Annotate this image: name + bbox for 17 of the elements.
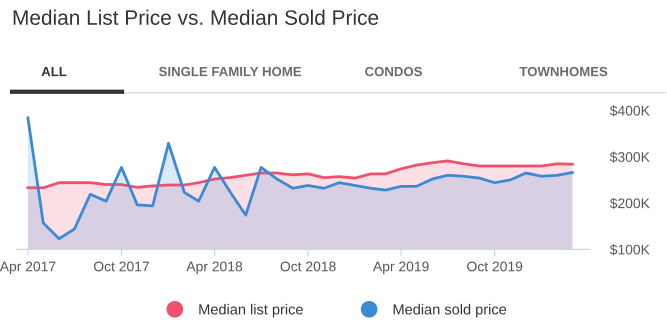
x-tick-label: Apr 2018 xyxy=(186,262,242,274)
x-tick-label: Apr 2019 xyxy=(372,262,429,274)
y-tick-label: $100K xyxy=(610,244,650,256)
x-tick-label: Oct 2019 xyxy=(467,262,522,272)
text: ALL xyxy=(42,67,66,76)
y-tick-label: $200K xyxy=(610,198,650,210)
y-tick-label: $400K xyxy=(610,105,650,116)
chart-title: Median List Price vs. Median Sold Price xyxy=(14,10,378,25)
x-tick-label: Oct 2018 xyxy=(280,262,336,272)
y-tick-label: $300K xyxy=(610,152,650,163)
text: SINGLE FAMILY HOME xyxy=(159,66,302,76)
legend-label: Median sold price xyxy=(394,304,506,318)
x-tick-label: Oct 2017 xyxy=(94,262,149,272)
text: TOWNHOMES xyxy=(520,66,608,76)
x-tick-label: Apr 2017 xyxy=(0,262,56,274)
legend-label: Median list price xyxy=(199,304,303,318)
text: CONDOS xyxy=(365,66,422,76)
